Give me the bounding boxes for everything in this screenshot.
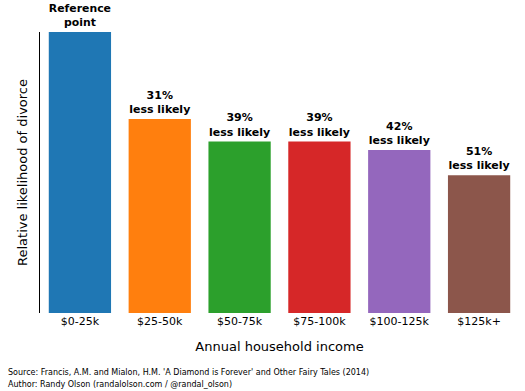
svg-text:$0-25k: $0-25k	[61, 315, 100, 328]
svg-text:Annual household income: Annual household income	[195, 339, 363, 354]
svg-text:39%less likely: 39%less likely	[209, 111, 270, 138]
svg-text:Referencepoint: Referencepoint	[49, 2, 111, 29]
svg-text:$100-125k: $100-125k	[370, 315, 430, 328]
svg-text:$75-100k: $75-100k	[293, 315, 346, 328]
svg-text:Source: Francis, A.M. and Mial: Source: Francis, A.M. and Mialon, H.M. '…	[8, 368, 369, 377]
svg-text:$25-50k: $25-50k	[137, 315, 183, 328]
svg-text:Relative likelihood of divorce: Relative likelihood of divorce	[15, 79, 30, 266]
svg-text:31%less likely: 31%less likely	[129, 89, 190, 116]
svg-text:$125k+: $125k+	[457, 315, 501, 328]
svg-text:Author: Randy Olson (randalols: Author: Randy Olson (randalolson.com / @…	[8, 380, 232, 389]
svg-text:51%less likely: 51%less likely	[449, 145, 510, 172]
svg-text:42%less likely: 42%less likely	[369, 120, 430, 147]
svg-text:39%less likely: 39%less likely	[289, 111, 350, 138]
svg-text:$50-75k: $50-75k	[217, 315, 263, 328]
